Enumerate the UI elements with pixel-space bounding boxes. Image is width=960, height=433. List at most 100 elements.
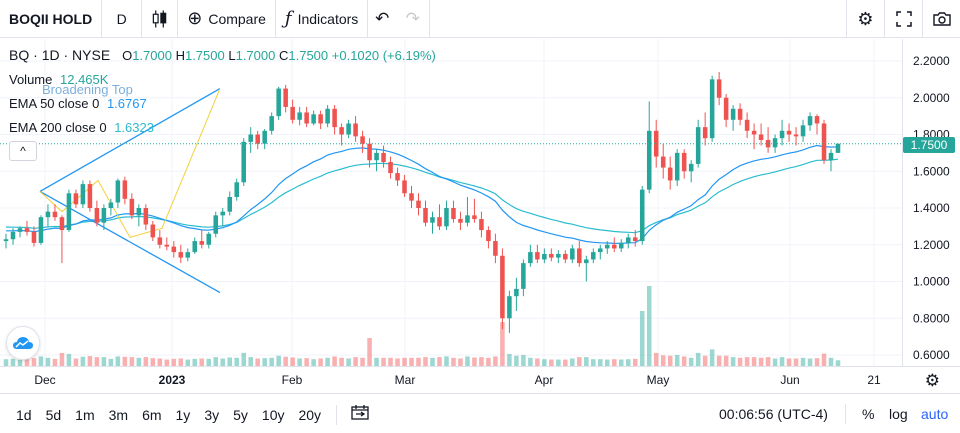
candle-body <box>611 244 617 249</box>
range-3m[interactable]: 3m <box>108 406 129 423</box>
open-label: O <box>122 48 133 63</box>
collapse-legend-button[interactable]: ^ <box>9 141 37 161</box>
candle-body <box>332 108 337 128</box>
candle-body <box>234 182 239 197</box>
volume-bar <box>500 322 505 366</box>
candles-style-button[interactable] <box>142 0 179 38</box>
volume-bar <box>80 356 86 366</box>
candle-body <box>646 130 652 190</box>
symbol-search-button[interactable]: BOQII HOLD <box>0 0 103 38</box>
candle-body <box>744 119 750 131</box>
volume-bar <box>220 358 226 366</box>
candle-body <box>605 244 610 249</box>
candle-body <box>479 219 484 231</box>
candle-body <box>598 248 603 253</box>
volume-bar <box>758 357 764 366</box>
volume-bar <box>262 358 267 366</box>
candle-body <box>402 180 407 194</box>
redo-button[interactable]: ↷ <box>396 0 431 38</box>
indicators-button[interactable]: ƒ Indicators <box>276 0 369 38</box>
axis-settings-gear-icon[interactable]: ⚙ <box>924 371 940 390</box>
range-1d[interactable]: 1d <box>16 406 32 423</box>
range-5d[interactable]: 5d <box>45 406 62 423</box>
range-6m[interactable]: 6m <box>142 406 162 423</box>
volume-bar <box>556 359 561 366</box>
ema50-study[interactable]: EMA 50 close 0 1.6767 <box>9 96 147 111</box>
chart-pane[interactable]: 2.2000 2.0000 1.8000 1.6000 1.4000 1.2000 1.00… <box>0 39 960 395</box>
tradingview-logo-button[interactable] <box>6 326 40 360</box>
volume-bar <box>367 338 372 366</box>
range-1y[interactable]: 1y <box>175 406 191 423</box>
range-5y[interactable]: 5y <box>233 406 248 423</box>
undo-button[interactable]: ↶ <box>368 0 396 38</box>
candle-body <box>709 79 715 139</box>
settings-button[interactable]: ⚙ <box>846 0 884 38</box>
volume-bar <box>108 358 114 366</box>
pattern-upper-trendline <box>39 87 221 193</box>
fullscreen-button[interactable] <box>884 0 922 38</box>
volume-bar <box>318 358 323 366</box>
range-3y[interactable]: 3y <box>204 406 220 423</box>
candle-body <box>206 233 212 245</box>
candle-body <box>835 143 841 153</box>
screenshot-button[interactable] <box>922 0 960 38</box>
log-scale-toggle[interactable]: log <box>889 406 908 422</box>
time-tick-apr: Apr <box>534 373 554 387</box>
percent-scale-toggle[interactable]: % <box>862 406 875 422</box>
candle-body <box>374 152 379 161</box>
volume-bar <box>339 357 344 366</box>
volume-bar <box>549 359 554 366</box>
legend-symbol[interactable]: BQ <box>9 47 30 63</box>
candle-body <box>465 215 470 223</box>
volume-bar <box>786 358 792 366</box>
auto-scale-toggle[interactable]: auto <box>921 406 949 422</box>
candle-body <box>360 136 365 144</box>
price-axis-label: 1.6000 <box>913 164 950 178</box>
volume-bar <box>577 357 582 366</box>
time-axis[interactable]: Dec 2023 Feb Mar Apr May Jun 21 ⚙ <box>0 366 960 394</box>
go-to-date-button[interactable] <box>345 404 375 425</box>
pattern-zigzag <box>39 88 221 238</box>
ema200-study[interactable]: EMA 200 close 0 1.6323 <box>9 120 154 135</box>
pattern-label: Broadening Top <box>42 82 133 97</box>
divider <box>845 404 846 424</box>
volume-bar <box>297 358 302 366</box>
camera-icon <box>932 12 951 26</box>
range-20y[interactable]: 20y <box>298 406 322 423</box>
compare-button[interactable]: ⊕ Compare <box>178 0 276 38</box>
candle-body <box>702 127 708 139</box>
candle-body <box>353 123 358 137</box>
candle-body <box>688 163 694 172</box>
high-value: 1.7500 <box>184 48 225 63</box>
candle-body <box>171 246 177 253</box>
volume-bar <box>765 357 771 366</box>
price-chart[interactable]: 2.20002.00001.80001.60001.40001.20001.00… <box>0 39 960 366</box>
candle-body <box>430 217 435 223</box>
candle-body <box>584 259 589 264</box>
function-icon: ƒ <box>284 8 292 29</box>
volume-bar <box>304 358 309 366</box>
candle-body <box>290 106 295 120</box>
volume-bar <box>646 286 652 366</box>
interval-button[interactable]: D <box>102 0 143 38</box>
legend-exchange: NYSE <box>72 47 111 63</box>
candle-body <box>59 217 65 231</box>
last-price-tag: 1.7500 <box>903 137 955 153</box>
volume-bar <box>164 359 170 366</box>
volume-study[interactable]: Volume 12.465K <box>9 72 108 87</box>
volume-bar <box>793 358 799 366</box>
candle-body <box>129 198 135 216</box>
candle-body <box>318 114 323 124</box>
range-1m[interactable]: 1m <box>75 406 95 423</box>
volume-bar <box>3 359 9 366</box>
volume-bar <box>479 357 484 366</box>
candle-body <box>10 231 16 240</box>
range-10y[interactable]: 10y <box>261 406 285 423</box>
clock-timezone[interactable]: 00:06:56 (UTC-4) <box>719 406 828 422</box>
chart-legend: BQ · 1D · NYSE O1.7000 H1.7500 L1.7000 C… <box>9 47 436 63</box>
candle-body <box>150 224 156 238</box>
candle-body <box>283 88 288 107</box>
compare-label: Compare <box>208 10 266 27</box>
candle-body <box>486 230 491 242</box>
volume-bar <box>632 358 638 366</box>
